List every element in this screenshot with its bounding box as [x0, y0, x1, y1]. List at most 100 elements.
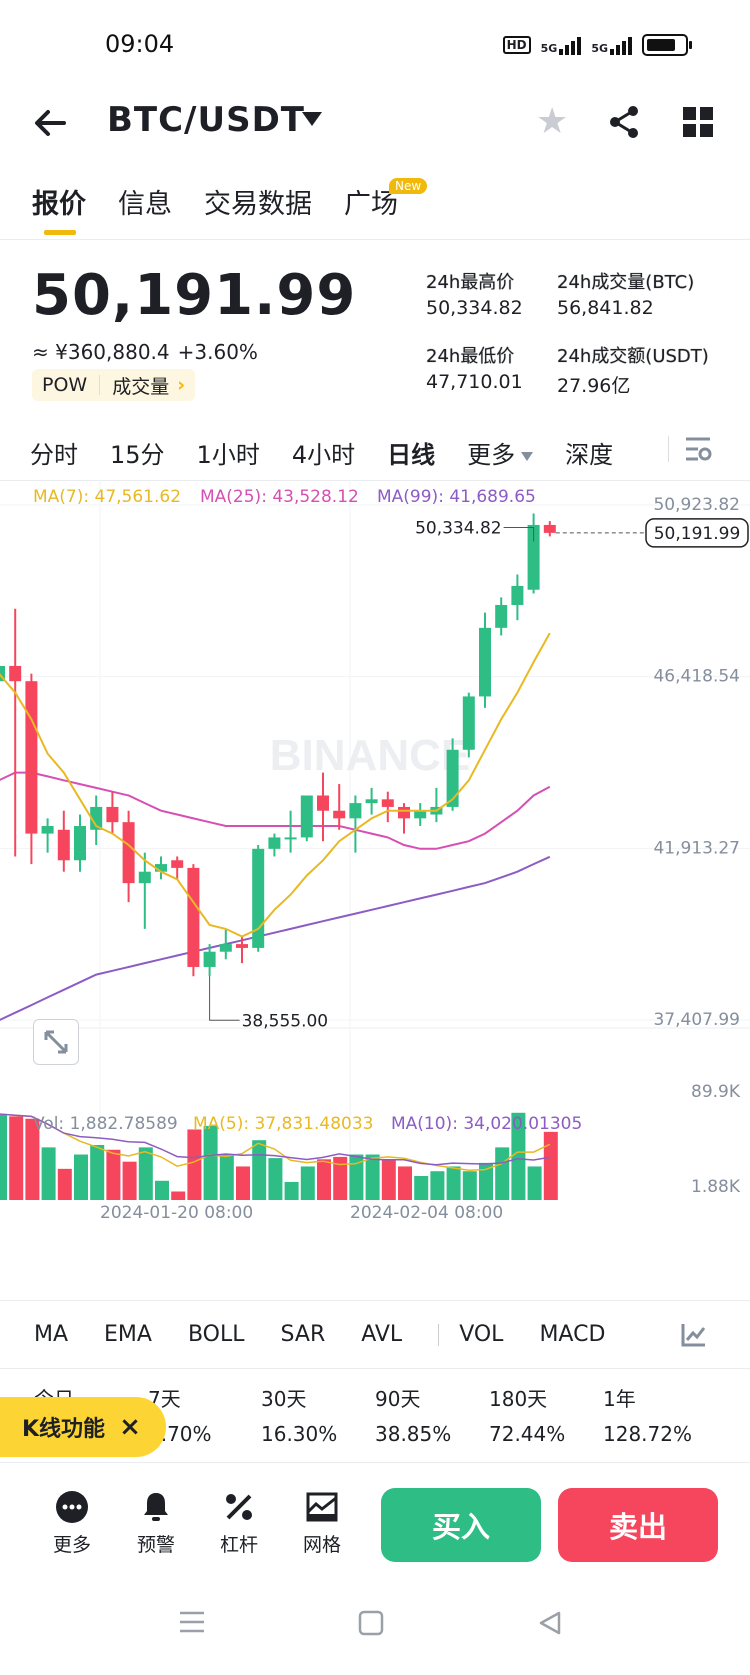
- expand-chart-icon[interactable]: [33, 1019, 79, 1065]
- indicator-macd[interactable]: MACD: [539, 1322, 606, 1347]
- close-icon[interactable]: ×: [119, 1412, 141, 1442]
- ma7-line: [0, 632, 551, 938]
- pair-title[interactable]: BTC/USDT: [107, 100, 305, 140]
- divider: [0, 1300, 750, 1301]
- interval-1d[interactable]: 日线: [387, 441, 436, 469]
- ma99-label: MA(99): 41,689.65: [377, 487, 536, 507]
- candle-body: [511, 585, 524, 605]
- vol-btc-value: 56,841.82: [557, 297, 654, 319]
- tab-square[interactable]: 广场: [344, 189, 398, 220]
- vol-usdt-label: 24h成交额(USDT): [557, 346, 709, 367]
- volume-bar: [122, 1161, 137, 1200]
- candle-body: [317, 795, 329, 811]
- indicator-boll[interactable]: BOLL: [187, 1322, 245, 1347]
- last-price-label: 50,191.99: [654, 524, 741, 544]
- volume-bar: [171, 1191, 186, 1200]
- star-icon[interactable]: ★: [536, 101, 569, 142]
- leverage-icon: [226, 1494, 252, 1520]
- indicator-settings-icon[interactable]: [680, 1322, 708, 1352]
- interval-more[interactable]: 更多: [467, 435, 534, 470]
- candle-body: [74, 825, 86, 861]
- candle-body: [90, 806, 103, 830]
- tab-quote[interactable]: 报价: [32, 189, 86, 220]
- chevron-right-icon: ›: [177, 374, 186, 396]
- buy-button[interactable]: 买入: [381, 1488, 541, 1562]
- period-180d: 180天 72.44%: [489, 1387, 566, 1446]
- price-tick-label: 41,913.27: [653, 838, 740, 858]
- tab-trading-data[interactable]: 交易数据: [204, 189, 312, 220]
- volume-bar: [236, 1166, 250, 1200]
- sell-button[interactable]: 卖出: [558, 1488, 718, 1562]
- divider: [0, 480, 750, 481]
- interval-1h[interactable]: 1小时: [196, 441, 260, 469]
- candle-body: [268, 837, 281, 849]
- divider: [0, 1462, 750, 1463]
- candle-body: [236, 944, 248, 948]
- high-value: 50,334.82: [426, 297, 523, 319]
- action-leverage[interactable]: 杠杆: [209, 1490, 269, 1557]
- volume-bar: [527, 1166, 542, 1200]
- chart-settings-icon[interactable]: [683, 435, 713, 467]
- divider: [668, 436, 669, 462]
- interval-4h[interactable]: 4小时: [291, 441, 356, 469]
- grid-icon[interactable]: [683, 107, 713, 137]
- indicator-vol[interactable]: VOL: [459, 1322, 504, 1347]
- home-icon[interactable]: [358, 1610, 384, 1640]
- battery-icon: [642, 34, 692, 56]
- volume-bar: [300, 1166, 315, 1200]
- kline-function-toast[interactable]: K线功能 ×: [0, 1397, 166, 1457]
- low-value: 47,710.01: [426, 371, 523, 393]
- indicator-sar[interactable]: SAR: [280, 1322, 326, 1347]
- menu-icon[interactable]: [178, 1610, 206, 1638]
- indicator-ma[interactable]: MA: [34, 1322, 69, 1347]
- volume-bar: [138, 1147, 153, 1200]
- pow-tag[interactable]: POW 成交量 ›: [32, 369, 196, 401]
- volume-bar: [187, 1129, 202, 1200]
- ma25-line: [0, 771, 551, 850]
- kline-chart[interactable]: BINANCE 50,334.82 38,555.00 50,191.99 50,9…: [0, 480, 750, 1300]
- candle-body: [122, 822, 135, 884]
- indicator-avl[interactable]: AVL: [361, 1322, 403, 1347]
- vol-tick-label: 89.9K: [691, 1082, 741, 1102]
- caret-down-icon[interactable]: [302, 112, 322, 126]
- volume-bar: [284, 1181, 299, 1200]
- volume-bar: [398, 1166, 412, 1200]
- signal-5g-icon: 5G: [541, 35, 582, 55]
- vol-ma5-label: MA(5): 37,831.48033: [193, 1114, 374, 1134]
- action-alert[interactable]: 预警: [126, 1490, 186, 1557]
- fiat-value: ≈ ¥360,880.4: [32, 340, 170, 364]
- indicator-ema[interactable]: EMA: [104, 1322, 152, 1347]
- time-tick-label: 2024-02-04 08:00: [350, 1203, 503, 1223]
- candle-body: [365, 799, 378, 804]
- candle-body: [414, 810, 427, 819]
- vol-ma5-line: [0, 1113, 551, 1172]
- back-arrow-icon[interactable]: [30, 103, 70, 143]
- low-marker-line: [209, 976, 240, 1021]
- volume-bar: [268, 1158, 283, 1200]
- action-more[interactable]: 更多: [42, 1490, 102, 1557]
- candle-body: [479, 627, 491, 697]
- volume-bar: [414, 1175, 429, 1200]
- candle-body: [155, 864, 167, 872]
- signal-5g-icon-2: 5G: [591, 35, 632, 55]
- last-price-box: [645, 518, 749, 548]
- share-icon[interactable]: [608, 105, 640, 143]
- volume-bar: [57, 1168, 72, 1200]
- price-tick-label: 50,923.82: [653, 495, 740, 515]
- interval-timeline[interactable]: 分时: [30, 441, 78, 469]
- volume-bar: [41, 1147, 56, 1200]
- volume-bar: [219, 1154, 234, 1200]
- action-grid-bot[interactable]: 网格: [292, 1490, 352, 1557]
- tab-info[interactable]: 信息: [118, 189, 172, 220]
- ma99-line: [0, 855, 551, 1021]
- grid-bot-icon: [306, 1492, 338, 1522]
- interval-15m[interactable]: 15分: [110, 441, 165, 469]
- price-change: +3.60%: [177, 340, 258, 364]
- volume-bar: [543, 1131, 558, 1200]
- volume-bar: [446, 1166, 461, 1200]
- new-badge: New: [389, 178, 428, 194]
- interval-depth[interactable]: 深度: [565, 441, 614, 469]
- back-icon[interactable]: [537, 1610, 563, 1640]
- candle-body: [446, 749, 459, 807]
- volume-bar: [317, 1159, 331, 1200]
